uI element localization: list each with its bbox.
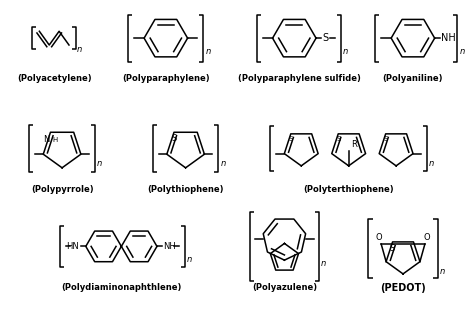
Text: S: S — [383, 136, 388, 142]
Text: (PEDOT): (PEDOT) — [380, 283, 426, 293]
Text: N: N — [43, 135, 50, 144]
Text: n: n — [220, 159, 226, 168]
Text: S: S — [289, 136, 293, 142]
Text: n: n — [321, 259, 326, 268]
Text: HN: HN — [66, 242, 79, 251]
Text: (Polyazulene): (Polyazulene) — [252, 283, 317, 292]
Text: S: S — [336, 136, 340, 142]
Text: S: S — [172, 134, 177, 143]
Text: O: O — [376, 233, 383, 242]
Text: n: n — [205, 47, 210, 56]
Text: (Polyparaphylene): (Polyparaphylene) — [122, 73, 210, 83]
Text: n: n — [187, 255, 192, 264]
Text: (Polythiophene): (Polythiophene) — [147, 185, 224, 193]
Text: n: n — [459, 47, 465, 56]
Text: S: S — [390, 244, 395, 253]
Text: n: n — [343, 47, 348, 56]
Text: S: S — [322, 33, 328, 43]
Text: n: n — [429, 159, 434, 168]
Text: (Polyparaphylene sulfide): (Polyparaphylene sulfide) — [238, 73, 361, 83]
Text: O: O — [424, 233, 430, 242]
Text: (Polypyrrole): (Polypyrrole) — [31, 185, 93, 193]
Text: n: n — [97, 159, 102, 168]
Text: NH: NH — [163, 242, 176, 251]
Text: R: R — [351, 140, 356, 149]
Text: (Polyacetylene): (Polyacetylene) — [17, 73, 91, 83]
Text: H: H — [53, 137, 58, 143]
Text: NH: NH — [441, 33, 456, 43]
Text: (Polyaniline): (Polyaniline) — [383, 73, 443, 83]
Text: (Polyterthiophene): (Polyterthiophene) — [303, 185, 394, 193]
Text: n: n — [77, 45, 82, 54]
Text: (Polydiaminonaphthlene): (Polydiaminonaphthlene) — [61, 283, 182, 292]
Text: n: n — [439, 267, 445, 276]
